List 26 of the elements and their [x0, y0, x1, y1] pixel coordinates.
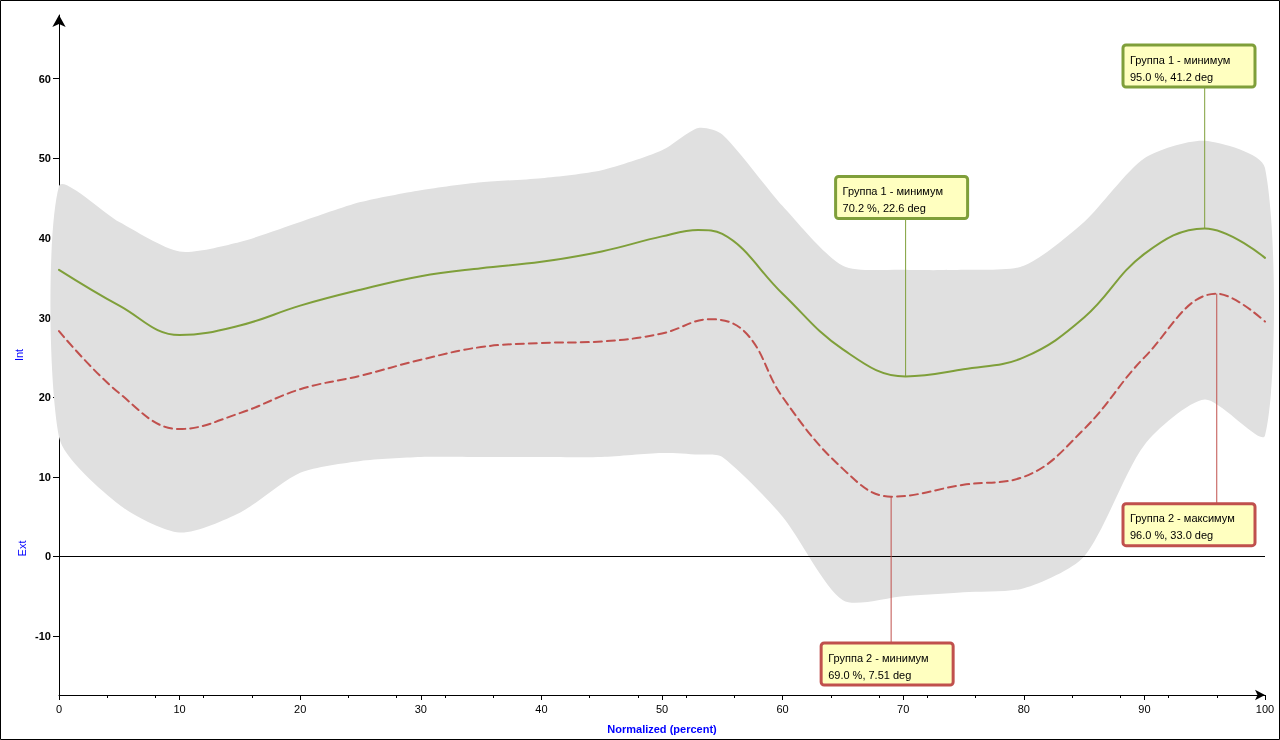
text: Ext [16, 540, 28, 557]
x-axis-title: Normalized (percent) [607, 722, 718, 735]
annotation: Группа 1 - минимум 70.2 %, 22.6 deg [842, 185, 943, 214]
x-tick-label: 70 [897, 702, 910, 715]
y-tick-label: 50 [38, 152, 51, 165]
y-tick-label: -10 [35, 630, 51, 643]
y-tick-label: 60 [38, 72, 51, 85]
y-tick-label: 30 [38, 311, 51, 324]
x-tick-label: 50 [655, 702, 669, 715]
annotation: Группа 2 - максимум 96.0 %, 33.0 deg [1130, 512, 1235, 542]
y-tick-label: 40 [38, 231, 51, 244]
annotation: Группа 1 - минимум 95.0 %, 41.2 deg [1130, 53, 1231, 83]
x-tick-label: 0 [55, 702, 63, 715]
x-tick-label: 100 [1255, 702, 1275, 715]
x-tick-label: 10 [173, 702, 186, 715]
y-tick-label: 10 [38, 470, 51, 483]
x-tick-label: 40 [535, 702, 548, 715]
x-tick-label: 90 [1138, 702, 1151, 715]
y-tick-label: 0 [44, 550, 51, 563]
y-axis-title: Int [12, 348, 25, 362]
x-tick-label: 60 [776, 702, 789, 715]
x-tick-label: 30 [414, 702, 427, 715]
annotation: Группа 2 - минимум 69.0 %, 7.51 deg [828, 651, 929, 681]
y-tick-label: 20 [38, 391, 51, 404]
x-tick-label: 20 [294, 702, 307, 715]
x-tick-label: 80 [1017, 702, 1030, 715]
